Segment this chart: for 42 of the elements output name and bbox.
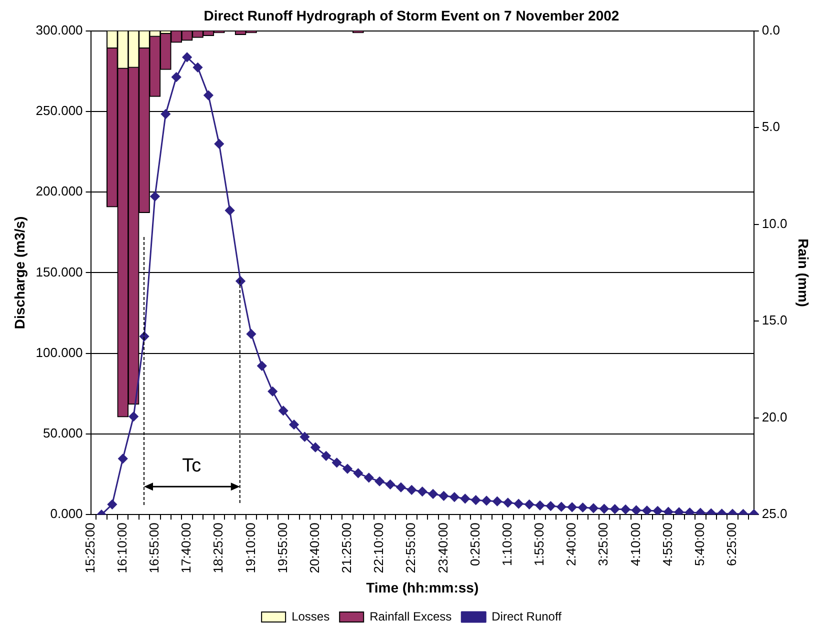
- y-tick-label: 300.000: [36, 22, 83, 38]
- x-tick-label: 19:55:00: [274, 522, 290, 574]
- chart-title: Direct Runoff Hydrograph of Storm Event on 7 November 2002: [204, 7, 620, 24]
- legend-label: Direct Runoff: [492, 609, 562, 624]
- x-tick-label: 20:40:00: [306, 522, 322, 574]
- y2-tick-label: 10.0: [762, 216, 788, 231]
- y-tick-label: 100.000: [36, 344, 83, 360]
- y-tick-label: 150.000: [36, 264, 83, 280]
- x-tick-label: 0:25:00: [467, 522, 482, 566]
- y-tick-label: 200.000: [36, 184, 83, 199]
- y2-tick-label: 25.0: [762, 506, 788, 522]
- x-tick-label: 15:25:00: [82, 522, 98, 574]
- x-tick-label: 19:10:00: [242, 522, 258, 574]
- x-tick-label: 22:10:00: [371, 522, 386, 574]
- y2-tick-label: 15.0: [762, 312, 788, 328]
- x-tick-label: 1:55:00: [532, 522, 547, 566]
- y2-tick-label: 20.0: [762, 409, 788, 424]
- x-tick-label: 4:10:00: [628, 522, 643, 566]
- y2-tick-label: 5.0: [762, 119, 780, 134]
- x-tick-label: 22:55:00: [403, 522, 418, 574]
- legend-label: Losses: [292, 609, 330, 624]
- x-tick-label: 21:25:00: [339, 522, 354, 574]
- x-axis-title: Time (hh:mm:ss): [366, 579, 479, 596]
- legend-label: Rainfall Excess: [370, 609, 452, 624]
- y-tick-label: 250.000: [36, 103, 83, 118]
- x-tick-label: 1:10:00: [499, 522, 514, 566]
- annotation: Tc: [182, 455, 202, 476]
- x-tick-label: 18:25:00: [210, 522, 226, 574]
- x-tick-label: 16:10:00: [114, 522, 130, 574]
- x-tick-label: 3:25:00: [596, 522, 611, 566]
- y-axis-title: Discharge (m3/s): [11, 216, 28, 330]
- x-tick-label: 6:25:00: [724, 522, 740, 566]
- y2-tick-label: 0.0: [762, 22, 780, 38]
- x-tick-label: 23:40:00: [435, 522, 450, 574]
- x-tick-label: 5:40:00: [692, 522, 707, 566]
- x-tick-label: 17:40:00: [178, 522, 194, 574]
- x-tick-label: 2:40:00: [564, 522, 579, 566]
- x-tick-label: 4:55:00: [660, 522, 675, 566]
- y2-axis-title: Rain (mm): [796, 238, 812, 307]
- y-tick-label: 0.000: [50, 506, 83, 522]
- y-tick-label: 50.000: [43, 426, 83, 441]
- x-tick-label: 16:55:00: [146, 522, 162, 574]
